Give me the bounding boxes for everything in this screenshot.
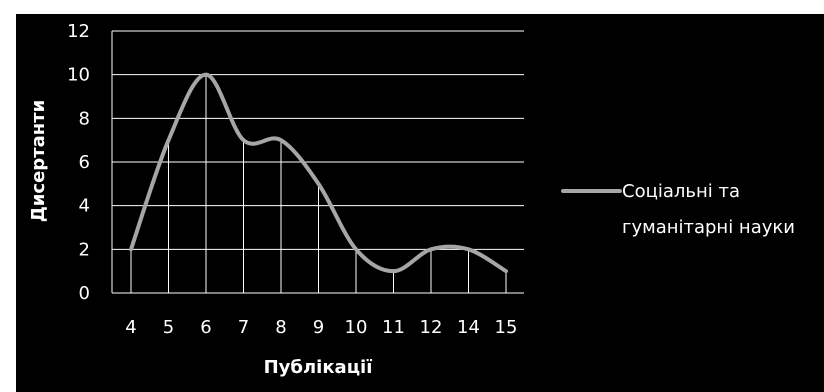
y-tick-label-6: 6 <box>79 152 90 173</box>
y-tick-label-2: 2 <box>79 239 90 260</box>
series-line <box>129 72 508 274</box>
x-tick-label-11: 11 <box>382 317 405 338</box>
x-tick-label-4: 4 <box>125 317 136 338</box>
drop-lines-layer <box>130 74 507 293</box>
x-tick-label-6: 6 <box>200 317 211 338</box>
x-tick-label-8: 8 <box>275 317 286 338</box>
legend-label-line-1: Соціальні та <box>622 181 740 202</box>
y-tick-label-10: 10 <box>67 65 90 86</box>
x-tick-label-7: 7 <box>238 317 249 338</box>
y-tick-label-8: 8 <box>79 108 90 129</box>
y-axis-title: Дисертанти <box>28 100 49 222</box>
y-tick-label-0: 0 <box>79 283 90 304</box>
x-tick-label-15: 15 <box>495 317 518 338</box>
chart-background <box>16 14 824 392</box>
x-tick-label-14: 14 <box>457 317 480 338</box>
x-tick-labels: 4 5 6 7 8 9 10 11 12 14 15 <box>125 317 517 338</box>
x-tick-label-5: 5 <box>163 317 174 338</box>
legend-label-line-2: гуманітарні науки <box>622 217 795 238</box>
y-tick-label-12: 12 <box>67 21 90 42</box>
x-axis-title: Публікації <box>264 357 373 378</box>
x-tick-label-9: 9 <box>313 317 324 338</box>
y-tick-label-4: 4 <box>79 196 90 217</box>
x-tick-label-10: 10 <box>345 317 368 338</box>
y-tick-labels: 0 2 4 6 8 10 12 <box>67 21 90 304</box>
legend: Соціальні та гуманітарні науки <box>561 181 795 238</box>
series-layer <box>129 72 508 274</box>
x-tick-label-12: 12 <box>420 317 443 338</box>
